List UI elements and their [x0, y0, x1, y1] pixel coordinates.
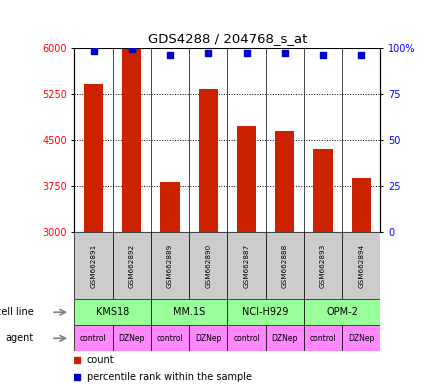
Bar — [74, 299, 151, 325]
Bar — [342, 232, 380, 299]
Text: DZNep: DZNep — [272, 334, 298, 343]
Text: control: control — [310, 334, 336, 343]
Bar — [84, 84, 103, 232]
Bar — [151, 232, 189, 299]
Text: GSM662891: GSM662891 — [91, 243, 96, 288]
Point — [90, 48, 97, 55]
Bar — [227, 299, 304, 325]
Text: GSM662890: GSM662890 — [205, 243, 211, 288]
Point — [74, 358, 81, 364]
Bar — [227, 325, 266, 351]
Point — [358, 52, 365, 58]
Point — [243, 50, 250, 56]
Text: count: count — [87, 356, 114, 366]
Bar — [304, 232, 342, 299]
Text: KMS18: KMS18 — [96, 307, 129, 317]
Bar — [304, 325, 342, 351]
Bar — [74, 232, 113, 299]
Text: MM.1S: MM.1S — [173, 307, 205, 317]
Title: GDS4288 / 204768_s_at: GDS4288 / 204768_s_at — [148, 32, 307, 45]
Bar — [113, 325, 151, 351]
Text: DZNep: DZNep — [195, 334, 221, 343]
Text: control: control — [233, 334, 260, 343]
Text: DZNep: DZNep — [348, 334, 374, 343]
Bar — [351, 179, 371, 232]
Text: GSM662887: GSM662887 — [244, 243, 249, 288]
Bar — [237, 126, 256, 232]
Bar — [151, 299, 227, 325]
Text: agent: agent — [6, 333, 34, 343]
Bar — [151, 325, 189, 351]
Text: DZNep: DZNep — [119, 334, 145, 343]
Text: GSM662894: GSM662894 — [358, 243, 364, 288]
Bar — [266, 325, 304, 351]
Text: GSM662893: GSM662893 — [320, 243, 326, 288]
Bar — [313, 149, 332, 232]
Bar — [74, 325, 113, 351]
Bar — [113, 232, 151, 299]
Point — [205, 50, 212, 56]
Bar — [189, 232, 227, 299]
Text: control: control — [157, 334, 183, 343]
Bar — [275, 131, 294, 232]
Bar — [227, 232, 266, 299]
Bar — [342, 325, 380, 351]
Text: control: control — [80, 334, 107, 343]
Point — [167, 52, 173, 58]
Bar — [122, 49, 141, 232]
Text: GSM662892: GSM662892 — [129, 243, 135, 288]
Text: GSM662889: GSM662889 — [167, 243, 173, 288]
Point — [281, 50, 288, 56]
Point — [128, 46, 135, 53]
Text: percentile rank within the sample: percentile rank within the sample — [87, 372, 252, 382]
Point — [320, 52, 326, 58]
Text: GSM662888: GSM662888 — [282, 243, 288, 288]
Text: cell line: cell line — [0, 307, 34, 317]
Bar — [160, 182, 179, 232]
Bar — [189, 325, 227, 351]
Text: OPM-2: OPM-2 — [326, 307, 358, 317]
Bar — [198, 89, 218, 232]
Text: NCI-H929: NCI-H929 — [242, 307, 289, 317]
Bar — [266, 232, 304, 299]
Bar — [304, 299, 380, 325]
Point — [74, 374, 81, 380]
